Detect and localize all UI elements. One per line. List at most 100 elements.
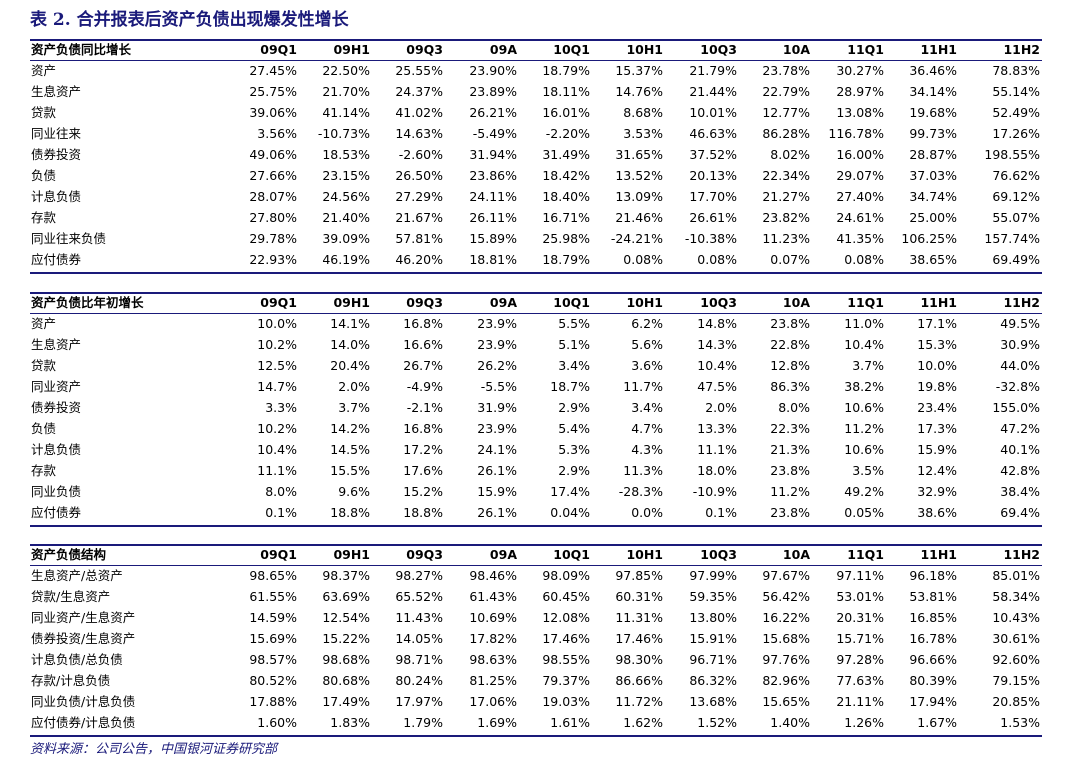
cell: 4.3% xyxy=(631,442,663,457)
cell: 0.08% xyxy=(623,252,663,267)
cell: 27.29% xyxy=(395,189,443,204)
cell: 24.61% xyxy=(836,210,884,225)
cell: 17.1% xyxy=(917,316,957,331)
cell: 5.5% xyxy=(558,316,590,331)
cell: 69.4% xyxy=(1000,505,1040,520)
cell: 1.52% xyxy=(697,715,737,730)
cell: 157.74% xyxy=(984,231,1040,246)
cell: 77.63% xyxy=(836,673,884,688)
cell: 1.26% xyxy=(844,715,884,730)
cell: 39.06% xyxy=(249,105,297,120)
cell: -2.1% xyxy=(406,400,443,415)
cell: 23.4% xyxy=(917,400,957,415)
cell-label: 存款 xyxy=(31,463,57,478)
cell: 97.67% xyxy=(762,568,810,583)
cell: 81.25% xyxy=(469,673,517,688)
cell: 97.99% xyxy=(689,568,737,583)
cell: 17.97% xyxy=(395,694,443,709)
cell: 22.93% xyxy=(249,252,297,267)
cell: 13.09% xyxy=(615,189,663,204)
cell: 1.69% xyxy=(477,715,517,730)
cell: 13.52% xyxy=(615,168,663,183)
cell: 98.71% xyxy=(395,652,443,667)
cell: 09Q1 xyxy=(260,42,297,57)
cell: 16.22% xyxy=(762,610,810,625)
cell: 26.61% xyxy=(689,210,737,225)
cell: 26.21% xyxy=(469,105,517,120)
cell: 36.46% xyxy=(909,63,957,78)
cell: 15.5% xyxy=(330,463,370,478)
cell: 82.96% xyxy=(762,673,810,688)
cell: 13.08% xyxy=(836,105,884,120)
cell: 23.9% xyxy=(477,316,517,331)
cell: 10.4% xyxy=(844,337,884,352)
cell: 55.07% xyxy=(992,210,1040,225)
cell-label: 同业负债/计息负债 xyxy=(31,694,136,709)
cell: 11Q1 xyxy=(847,547,884,562)
cell: 1.60% xyxy=(257,715,297,730)
cell: 61.55% xyxy=(249,589,297,604)
cell: 96.66% xyxy=(909,652,957,667)
cell: 29.07% xyxy=(836,168,884,183)
cell: 1.67% xyxy=(917,715,957,730)
cell: 25.98% xyxy=(542,231,590,246)
cell: 98.57% xyxy=(249,652,297,667)
cell: 12.5% xyxy=(257,358,297,373)
cell: 10Q3 xyxy=(700,42,737,57)
cell: 17.49% xyxy=(322,694,370,709)
cell: 24.37% xyxy=(395,84,443,99)
cell: 18.8% xyxy=(330,505,370,520)
cell-label: 生息资产/总资产 xyxy=(31,568,123,583)
cell: 3.7% xyxy=(852,358,884,373)
cell: 1.61% xyxy=(550,715,590,730)
cell: 16.71% xyxy=(542,210,590,225)
cell: 14.59% xyxy=(249,610,297,625)
cell: 21.11% xyxy=(836,694,884,709)
cell: 20.4% xyxy=(330,358,370,373)
cell: 15.22% xyxy=(322,631,370,646)
cell: 14.05% xyxy=(395,631,443,646)
cell: 15.89% xyxy=(469,231,517,246)
cell: 0.0% xyxy=(631,505,663,520)
cell: 56.42% xyxy=(762,589,810,604)
cell: 12.4% xyxy=(917,463,957,478)
cell: 12.8% xyxy=(770,358,810,373)
cell: 14.1% xyxy=(330,316,370,331)
cell: 18.40% xyxy=(542,189,590,204)
cell: 11.2% xyxy=(770,484,810,499)
cell: 16.85% xyxy=(909,610,957,625)
cell: 98.65% xyxy=(249,568,297,583)
cell: 12.77% xyxy=(762,105,810,120)
cell: 27.40% xyxy=(836,189,884,204)
cell: 23.8% xyxy=(770,505,810,520)
cell: 59.35% xyxy=(689,589,737,604)
cell: 25.55% xyxy=(395,63,443,78)
cell: 11.1% xyxy=(257,463,297,478)
cell: 14.5% xyxy=(330,442,370,457)
cell: 10.0% xyxy=(917,358,957,373)
cell: 11.43% xyxy=(395,610,443,625)
cell: 38.65% xyxy=(909,252,957,267)
cell: 69.12% xyxy=(992,189,1040,204)
cell: 9.6% xyxy=(338,484,370,499)
cell: -5.49% xyxy=(472,126,517,141)
cell: 31.94% xyxy=(469,147,517,162)
cell: 80.68% xyxy=(322,673,370,688)
cell: 09Q1 xyxy=(260,295,297,310)
cell: 19.03% xyxy=(542,694,590,709)
cell: 98.37% xyxy=(322,568,370,583)
cell: 3.4% xyxy=(631,400,663,415)
cell: 53.01% xyxy=(836,589,884,604)
cell-label: 同业往来负债 xyxy=(31,231,107,246)
cell-label: 负债 xyxy=(31,421,57,436)
cell: 5.1% xyxy=(558,337,590,352)
cell: 14.2% xyxy=(330,421,370,436)
cell-label: 同业资产 xyxy=(31,379,82,394)
cell: 10Q1 xyxy=(553,42,590,57)
cell: 20.31% xyxy=(836,610,884,625)
cell: 15.37% xyxy=(615,63,663,78)
cell: 10A xyxy=(782,42,810,57)
cell: 61.43% xyxy=(469,589,517,604)
cell: 32.9% xyxy=(917,484,957,499)
cell: 97.76% xyxy=(762,652,810,667)
